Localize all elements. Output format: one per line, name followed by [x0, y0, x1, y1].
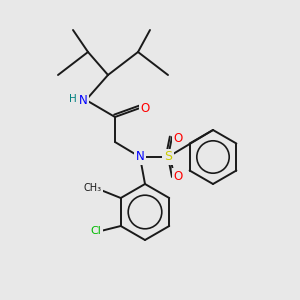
Text: H: H — [69, 94, 77, 104]
Text: N: N — [136, 151, 144, 164]
Text: N: N — [79, 94, 87, 106]
Text: Cl: Cl — [90, 226, 101, 236]
Text: CH₃: CH₃ — [84, 183, 102, 193]
Text: S: S — [164, 151, 172, 164]
Text: O: O — [173, 169, 183, 182]
Text: O: O — [140, 101, 150, 115]
Text: O: O — [173, 131, 183, 145]
